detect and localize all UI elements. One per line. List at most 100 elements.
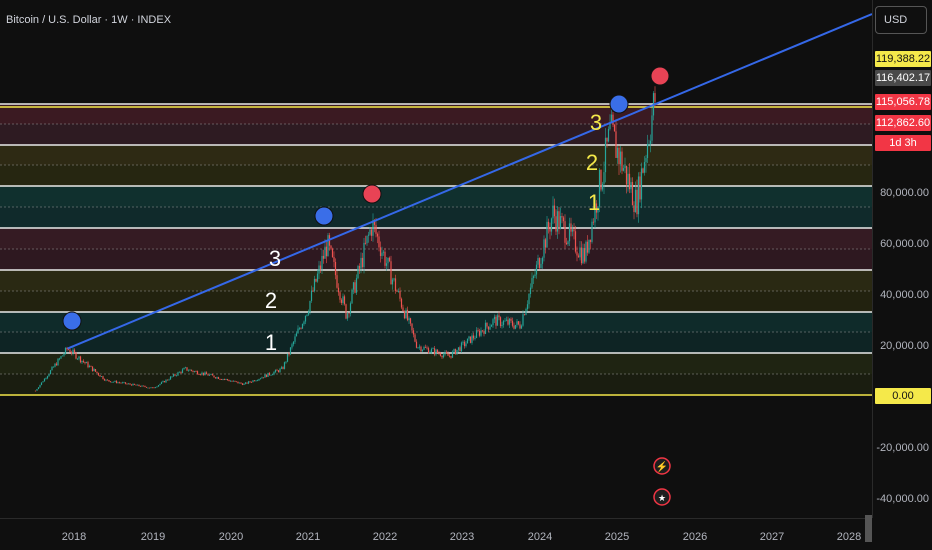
candle-body — [127, 383, 130, 385]
candle-body — [325, 246, 328, 257]
currency-selector[interactable]: USD — [875, 6, 927, 34]
blue-cycle-dot[interactable] — [62, 311, 82, 331]
candle-body — [513, 325, 515, 329]
candle-body — [268, 372, 271, 376]
candle-body — [45, 378, 47, 380]
red-cycle-dot[interactable] — [650, 66, 670, 86]
candle-body — [54, 363, 56, 367]
candle-body — [280, 367, 283, 369]
candle-body — [508, 318, 511, 325]
red-cycle-dot[interactable] — [362, 184, 382, 204]
candle-body — [361, 257, 364, 268]
candle-body — [255, 380, 257, 382]
candle-body — [640, 168, 643, 200]
candle-body — [438, 352, 440, 354]
candle-body — [627, 173, 629, 185]
candle-body — [573, 229, 575, 232]
candle-body — [330, 245, 332, 249]
candle-body — [484, 322, 487, 334]
candle-body — [424, 346, 427, 348]
candle-body — [69, 349, 71, 353]
price-badge: 0.00 — [875, 388, 931, 404]
candle-body — [498, 315, 500, 318]
candle-body — [588, 239, 590, 253]
candle-body — [147, 387, 149, 389]
candle-body — [442, 354, 445, 358]
candle-body — [453, 349, 455, 352]
candle-body — [349, 303, 352, 314]
cycle-markers — [62, 66, 670, 331]
candle-body — [142, 385, 145, 387]
flash-event-icon[interactable] — [653, 457, 671, 475]
candle-body — [486, 322, 488, 327]
candle-body — [543, 239, 545, 258]
candle-body — [292, 341, 295, 345]
candle-body — [289, 347, 292, 355]
trendline[interactable] — [67, 13, 872, 350]
time-tick-label: 2022 — [372, 531, 398, 543]
candle-body — [163, 381, 166, 383]
candle-body — [159, 383, 161, 386]
candle-body — [495, 316, 497, 326]
candle-body — [250, 382, 253, 383]
symbol-legend[interactable]: Bitcoin / U.S. Dollar · 1W · INDEX — [6, 14, 172, 26]
candle-body — [256, 380, 259, 382]
candle-body — [420, 346, 422, 352]
candle-body — [91, 366, 94, 372]
candle-body — [387, 257, 389, 264]
time-tick-label: 2023 — [449, 531, 475, 543]
candle-body — [633, 205, 635, 212]
candle-body — [243, 383, 245, 385]
candle-body — [411, 323, 413, 331]
candle-body — [601, 183, 604, 190]
us-economic-event-icon[interactable] — [653, 488, 671, 506]
candle-body — [519, 324, 521, 329]
candle-body — [636, 189, 638, 215]
blue-cycle-dot[interactable] — [314, 206, 334, 226]
candle-body — [193, 371, 196, 372]
candle-body — [307, 311, 310, 315]
candle-body — [102, 376, 104, 380]
cycle-label: 2 — [265, 288, 277, 313]
candle-body — [343, 296, 346, 305]
candle-body — [454, 349, 457, 355]
candle-body — [37, 387, 40, 389]
candle-body — [43, 378, 46, 382]
candle-body — [202, 372, 205, 375]
candle-body — [274, 369, 277, 373]
candle-body — [487, 326, 490, 330]
candle-body — [648, 143, 650, 145]
price-axis[interactable]: 80,000.00 60,000.00 40,000.00 20,000.00 -20,… — [872, 0, 932, 518]
candle-body — [415, 341, 418, 348]
candle-body — [628, 173, 631, 190]
candle-body — [219, 378, 221, 380]
candle-body — [174, 374, 176, 376]
blue-cycle-dot[interactable] — [609, 94, 629, 114]
candle-body — [406, 309, 409, 321]
scroll-handle[interactable] — [865, 515, 872, 542]
candle-body — [106, 379, 109, 381]
time-axis[interactable]: 2018 2019 2020 2021 2022 2023 2024 2025 2026 2027… — [0, 518, 872, 550]
candle-body — [556, 211, 559, 232]
price-chart-pane[interactable]: 1 2 3 1 2 3 ⚡ ★ — [0, 0, 872, 518]
candle-body — [381, 252, 383, 256]
candle-body — [615, 131, 617, 158]
candle-body — [48, 374, 50, 377]
candle-body — [597, 206, 599, 213]
candle-body — [261, 377, 263, 379]
candle-body — [639, 176, 641, 200]
candle-body — [138, 384, 140, 386]
candle-body — [460, 342, 463, 352]
candle-body — [571, 229, 574, 232]
candle-body — [115, 380, 118, 384]
candle-body — [394, 278, 397, 291]
candle-body — [402, 307, 404, 312]
candle-body — [625, 165, 628, 185]
candle-body — [493, 316, 496, 320]
candle-body — [165, 379, 167, 383]
candle-body — [94, 369, 97, 372]
candle-body — [567, 241, 569, 245]
candle-body — [649, 140, 652, 144]
candle-body — [474, 338, 476, 339]
candle-body — [223, 379, 226, 380]
